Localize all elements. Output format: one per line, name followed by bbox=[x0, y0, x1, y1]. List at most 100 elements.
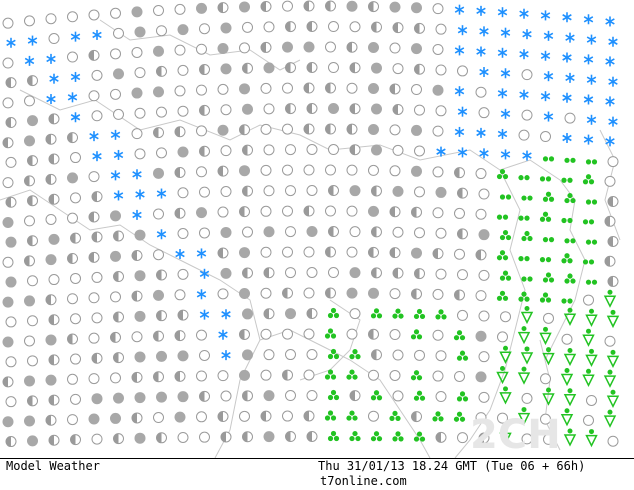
snow-stroke bbox=[476, 48, 486, 55]
snow-symbol bbox=[156, 188, 167, 199]
snow-stroke bbox=[92, 31, 102, 39]
clear-symbol bbox=[174, 85, 186, 97]
rain-dot bbox=[327, 435, 334, 442]
shower-symbol bbox=[539, 332, 552, 346]
shower-symbol bbox=[606, 355, 620, 369]
overcast-symbol bbox=[196, 207, 207, 219]
rain-dot bbox=[505, 275, 512, 281]
rain-dot bbox=[527, 276, 533, 282]
overcast-symbol bbox=[110, 250, 121, 262]
rain-dot bbox=[561, 217, 567, 224]
overcast-symbol bbox=[153, 289, 164, 301]
partly-cloudy-fill bbox=[6, 117, 11, 128]
clear-symbol bbox=[392, 226, 404, 238]
snow-symbol bbox=[519, 8, 529, 19]
shower-symbol bbox=[603, 295, 617, 308]
overcast-symbol bbox=[88, 413, 100, 425]
clear-symbol bbox=[432, 329, 444, 341]
rain-dot bbox=[539, 297, 546, 303]
partly-cloudy-fill bbox=[49, 194, 54, 205]
snow-symbol bbox=[543, 30, 554, 41]
rain-dot bbox=[324, 374, 331, 380]
snow-stroke bbox=[605, 18, 615, 25]
clear-symbol bbox=[196, 166, 207, 178]
clear-symbol bbox=[435, 64, 447, 76]
rain-dot bbox=[389, 415, 395, 421]
rain-dot bbox=[564, 253, 570, 259]
clear-symbol bbox=[475, 168, 487, 180]
clear-symbol bbox=[392, 144, 404, 156]
rain-dot bbox=[413, 370, 420, 376]
overcast-symbol bbox=[24, 375, 35, 387]
partly-cloudy-fill bbox=[153, 331, 159, 342]
partly-cloudy-fill bbox=[371, 185, 377, 196]
shower-symbol bbox=[563, 313, 577, 326]
clear-symbol bbox=[263, 144, 275, 156]
partly-cloudy-fill bbox=[6, 77, 11, 88]
clear-symbol bbox=[285, 144, 296, 156]
overcast-symbol bbox=[239, 1, 250, 13]
clear-symbol bbox=[389, 124, 401, 136]
clear-symbol bbox=[70, 192, 81, 204]
overcast-symbol bbox=[134, 392, 146, 404]
rain-dot bbox=[545, 257, 552, 263]
overcast-symbol bbox=[131, 87, 143, 99]
rain-dot bbox=[410, 375, 417, 381]
rain-dot bbox=[416, 390, 423, 396]
snow-stroke bbox=[497, 90, 508, 97]
clear-symbol bbox=[457, 432, 468, 444]
rain-dot bbox=[499, 250, 506, 256]
snow-stroke bbox=[522, 152, 532, 159]
rain-dot bbox=[416, 308, 423, 315]
overcast-symbol bbox=[368, 123, 379, 135]
partly-cloudy-fill bbox=[393, 104, 398, 115]
clear-symbol bbox=[199, 23, 210, 35]
clear-symbol bbox=[153, 208, 164, 220]
partly-cloudy-fill bbox=[325, 247, 331, 258]
clear-symbol bbox=[432, 370, 444, 382]
clear-symbol bbox=[306, 349, 318, 361]
partly-cloudy-fill bbox=[436, 432, 441, 443]
snow-stroke bbox=[583, 136, 594, 143]
clear-symbol bbox=[2, 17, 14, 29]
rain-dot bbox=[502, 255, 509, 261]
clear-symbol bbox=[285, 390, 296, 402]
snow-symbol bbox=[519, 89, 529, 100]
clear-symbol bbox=[349, 21, 361, 33]
overcast-symbol bbox=[217, 124, 229, 136]
overcast-symbol bbox=[282, 41, 293, 53]
partly-cloudy-fill bbox=[457, 228, 463, 239]
partly-cloudy-fill bbox=[304, 124, 309, 135]
overcast-symbol bbox=[220, 22, 232, 34]
snow-symbol bbox=[457, 25, 468, 36]
partly-cloudy-fill bbox=[264, 267, 269, 278]
rain-dot bbox=[395, 431, 401, 437]
partly-cloudy-fill bbox=[608, 236, 613, 247]
snow-symbol bbox=[519, 49, 529, 60]
rain-dot bbox=[499, 194, 506, 200]
rain-dot bbox=[502, 214, 509, 220]
partly-cloudy-fill bbox=[454, 167, 460, 178]
snow-symbol bbox=[540, 91, 551, 102]
snow-symbol bbox=[479, 148, 489, 159]
snow-symbol bbox=[497, 128, 508, 139]
overcast-symbol bbox=[303, 41, 315, 53]
snow-symbol bbox=[218, 329, 228, 340]
clear-symbol bbox=[217, 370, 229, 382]
rain-dot bbox=[589, 348, 594, 354]
partly-cloudy-fill bbox=[605, 216, 610, 227]
partly-cloudy-fill bbox=[347, 42, 352, 53]
clear-symbol bbox=[113, 27, 124, 39]
shower-symbol bbox=[560, 414, 574, 427]
clear-symbol bbox=[540, 131, 551, 143]
shower-symbol bbox=[563, 393, 577, 407]
rain-dot bbox=[330, 389, 337, 396]
partly-cloudy-fill bbox=[242, 145, 248, 156]
rain-dot bbox=[524, 215, 530, 221]
rain-dot bbox=[333, 312, 340, 319]
rain-dot bbox=[561, 298, 567, 304]
partly-cloudy-fill bbox=[304, 83, 309, 94]
clear-symbol bbox=[282, 164, 293, 176]
clear-symbol bbox=[67, 293, 78, 305]
snow-stroke bbox=[132, 171, 142, 178]
